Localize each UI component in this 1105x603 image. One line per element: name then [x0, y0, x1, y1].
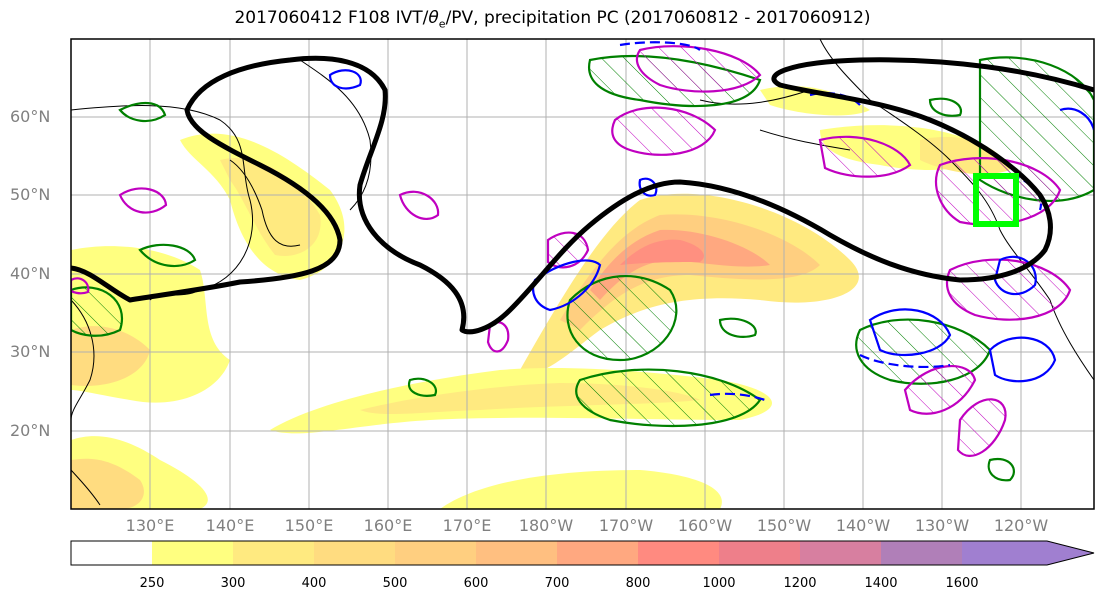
- lon-label-120w: 120°W: [993, 516, 1049, 535]
- colorbar-tick-400: 400: [301, 576, 327, 591]
- map-title: 2017060412 F108 IVT/θe/PV, precipitation…: [234, 8, 871, 31]
- colorbar-tick-800: 800: [625, 576, 651, 591]
- lon-label-140w: 140°W: [835, 516, 891, 535]
- lon-label-150e: 150°E: [284, 516, 334, 535]
- map-frame: [70, 38, 1095, 510]
- lat-label-30n: 30°N: [10, 342, 51, 361]
- lon-label-130w: 130°W: [914, 516, 970, 535]
- lon-label-130e: 130°E: [125, 516, 175, 535]
- lon-label-160w: 160°W: [677, 516, 733, 535]
- lon-label-170w: 170°W: [598, 516, 654, 535]
- colorbar-tick-300: 300: [220, 576, 246, 591]
- lon-label-160e: 160°E: [363, 516, 413, 535]
- colorbar-tick-600: 600: [463, 576, 489, 591]
- target-region-box: [973, 173, 1019, 227]
- colorbar-tick-1000: 1000: [702, 576, 736, 591]
- colorbar-tick-1400: 1400: [864, 576, 898, 591]
- lat-label-20n: 20°N: [10, 421, 51, 440]
- lon-label-170e: 170°E: [442, 516, 492, 535]
- colorbar-tick-1600: 1600: [945, 576, 979, 591]
- lon-label-140e: 140°E: [205, 516, 255, 535]
- black-thick-contour: [71, 55, 1094, 335]
- lat-label-50n: 50°N: [10, 185, 51, 204]
- lon-label-180w: 180°W: [518, 516, 574, 535]
- colorbar-tick-1200: 1200: [783, 576, 817, 591]
- colorbar-tick-500: 500: [382, 576, 408, 591]
- colorbar: [70, 540, 1095, 566]
- colorbar-tick-250: 250: [139, 576, 165, 591]
- lon-label-150w: 150°W: [756, 516, 812, 535]
- magenta-contours: [71, 45, 1072, 457]
- lat-label-40n: 40°N: [10, 264, 51, 283]
- colorbar-tick-700: 700: [544, 576, 570, 591]
- lat-label-60n: 60°N: [10, 107, 51, 126]
